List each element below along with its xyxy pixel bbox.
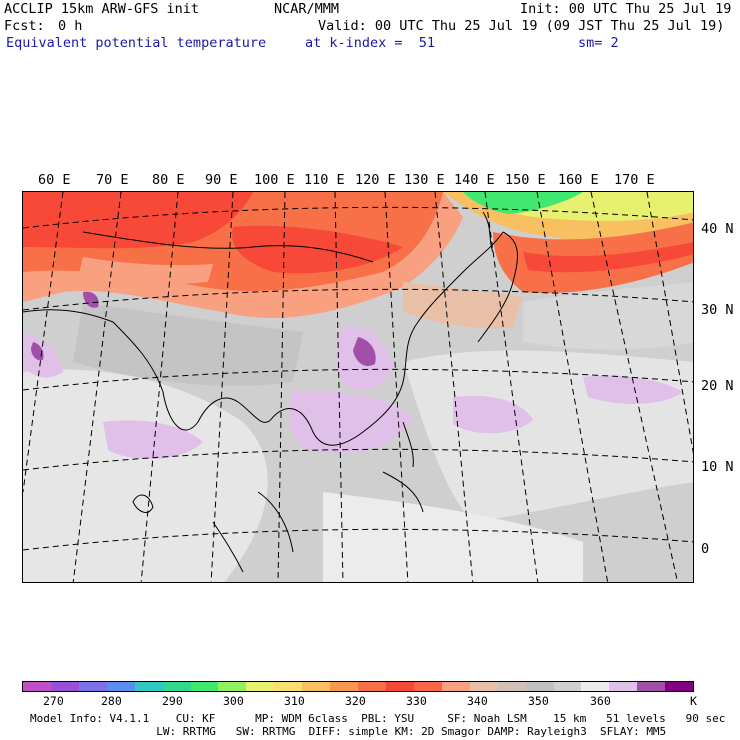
colorbar-swatch — [50, 682, 79, 691]
model-info-line-2: LW: RRTMG SW: RRTMG DIFF: simple KM: 2D … — [143, 725, 667, 738]
colorbar-tick: 330 — [406, 694, 427, 708]
colorbar-tick: 290 — [162, 694, 183, 708]
map-panel[interactable] — [22, 191, 694, 583]
lon-label: 90 E — [205, 172, 238, 188]
lat-label: 40 N — [701, 221, 734, 237]
colorbar-swatch — [162, 682, 191, 691]
lon-label: 130 E — [404, 172, 445, 188]
lon-label: 60 E — [38, 172, 71, 188]
colorbar-tick: 280 — [101, 694, 122, 708]
colorbar-swatch — [23, 682, 51, 691]
forecast-label: Fcst: — [4, 18, 45, 34]
level-info: at k-index = 51 — [305, 35, 436, 51]
colorbar-tick: 310 — [284, 694, 305, 708]
model-info-line-1: Model Info: V4.1.1 CU: KF MP: WDM 6class… — [30, 712, 726, 725]
lon-label: 70 E — [96, 172, 129, 188]
lon-label: 140 E — [454, 172, 495, 188]
lat-label: 10 N — [701, 459, 734, 475]
lon-label: 120 E — [355, 172, 396, 188]
colorbar-swatch — [78, 682, 107, 691]
colorbar-swatch — [218, 682, 247, 691]
colorbar-swatch — [553, 682, 582, 691]
theta-e-map — [23, 192, 693, 582]
colorbar-swatch — [358, 682, 386, 691]
colorbar-tick: 340 — [467, 694, 488, 708]
colorbar-tick: 270 — [43, 694, 64, 708]
valid-time: Valid: 00 UTC Thu 25 Jul 19 (09 JST Thu … — [318, 18, 725, 34]
organization: NCAR/MMM — [274, 1, 340, 17]
colorbar-swatch — [134, 682, 163, 691]
colorbar-swatch — [469, 682, 498, 691]
colorbar-tick: 320 — [345, 694, 366, 708]
colorbar-unit: K — [690, 694, 697, 708]
colorbar-swatch — [609, 682, 638, 691]
forecast-hour: 0 h — [58, 18, 83, 34]
colorbar-swatch — [190, 682, 219, 691]
colorbar-swatch — [441, 682, 470, 691]
lon-label: 170 E — [614, 172, 655, 188]
model-title: ACCLIP 15km ARW-GFS init — [4, 1, 200, 17]
colorbar-swatch — [274, 682, 303, 691]
colorbar-swatch — [665, 682, 694, 691]
lat-label: 30 N — [701, 302, 734, 318]
colorbar-swatch — [106, 682, 135, 691]
colorbar-swatch — [246, 682, 275, 691]
colorbar-swatch — [385, 682, 414, 691]
init-time: Init: 00 UTC Thu 25 Jul 19 — [520, 1, 732, 17]
lat-label: 0 — [701, 541, 710, 557]
colorbar-tick: 350 — [528, 694, 549, 708]
colorbar-tick: 300 — [223, 694, 244, 708]
colorbar-swatch — [497, 682, 526, 691]
lon-label: 80 E — [152, 172, 185, 188]
colorbar-swatch — [330, 682, 359, 691]
lon-label: 160 E — [558, 172, 599, 188]
colorbar — [22, 681, 694, 692]
colorbar-swatch — [302, 682, 331, 691]
colorbar-swatch — [525, 682, 554, 691]
colorbar-swatch — [637, 682, 666, 691]
colorbar-swatch — [413, 682, 442, 691]
smoothing-info: sm= 2 — [578, 35, 619, 51]
lon-label: 110 E — [304, 172, 345, 188]
lat-label: 20 N — [701, 378, 734, 394]
lon-label: 150 E — [505, 172, 546, 188]
field-name: Equivalent potential temperature — [6, 35, 267, 51]
colorbar-swatch — [581, 682, 610, 691]
colorbar-tick: 360 — [590, 694, 611, 708]
lon-label: 100 E — [254, 172, 295, 188]
